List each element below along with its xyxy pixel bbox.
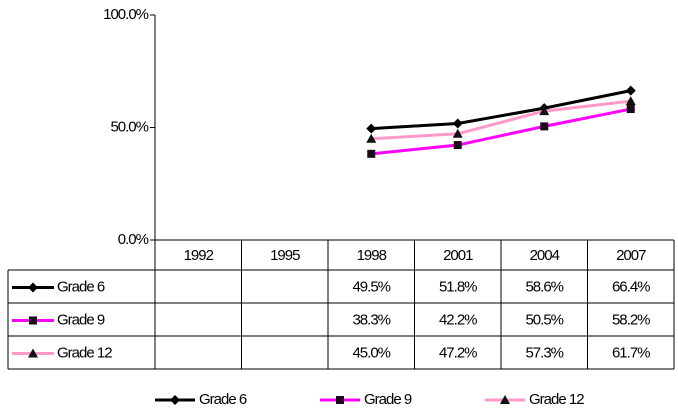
marker (540, 122, 549, 131)
row-label: Grade 6 (57, 278, 105, 295)
x-tick-label: 2004 (530, 247, 560, 264)
marker (625, 85, 636, 96)
y-tick-label: 100.0% (103, 6, 149, 23)
legend-label: Grade 6 (199, 391, 247, 408)
y-tick-label: 50.0% (110, 118, 148, 135)
series-line (371, 89, 632, 131)
x-tick-label: 2007 (616, 247, 646, 264)
marker (626, 105, 635, 114)
marker (170, 395, 180, 405)
table-value: 47.2% (439, 344, 477, 361)
series-line (371, 107, 632, 156)
marker (625, 96, 636, 106)
marker (28, 348, 38, 358)
marker (453, 141, 462, 150)
x-tick-label: 2001 (443, 247, 473, 264)
marker (452, 118, 463, 129)
legend-label: Grade 12 (529, 391, 584, 408)
table-value: 50.5% (525, 311, 563, 328)
row-label: Grade 12 (57, 344, 112, 361)
table-value: 66.4% (612, 278, 650, 295)
marker (452, 128, 463, 138)
marker (336, 396, 344, 404)
marker (367, 149, 376, 158)
table-value: 38.3% (352, 311, 390, 328)
table-value: 58.6% (525, 278, 563, 295)
table-value: 58.2% (612, 311, 650, 328)
marker (366, 133, 377, 143)
table-value: 51.8% (439, 278, 477, 295)
table-value: 42.2% (439, 311, 477, 328)
x-tick-label: 1998 (357, 247, 387, 264)
table-value: 45.0% (352, 344, 390, 361)
legend-label: Grade 9 (364, 391, 412, 408)
series-line (371, 99, 631, 141)
marker (28, 282, 38, 293)
x-tick-label: 1995 (270, 247, 300, 264)
table-value: 57.3% (525, 344, 563, 361)
row-label: Grade 9 (57, 311, 105, 328)
marker (500, 395, 510, 404)
table-value: 49.5% (352, 278, 390, 295)
marker (539, 106, 550, 116)
table-value: 61.7% (612, 344, 650, 361)
x-tick-label: 1992 (184, 247, 214, 264)
marker (366, 123, 377, 134)
marker (29, 316, 37, 325)
y-tick-label: 0.0% (118, 231, 149, 248)
